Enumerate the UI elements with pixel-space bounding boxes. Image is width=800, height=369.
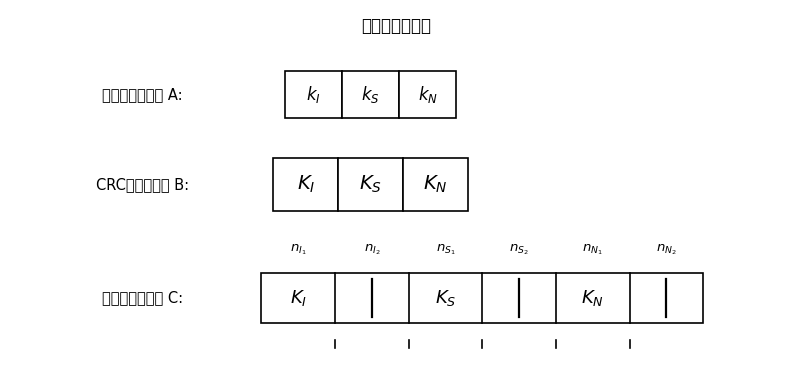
Text: $K_N$: $K_N$: [423, 174, 448, 195]
Text: $K_I$: $K_I$: [297, 174, 315, 195]
Text: 信源编码信息包 A:: 信源编码信息包 A:: [102, 87, 183, 102]
Bar: [403, 158, 468, 211]
Text: 发送端（编码）: 发送端（编码）: [361, 17, 431, 35]
Text: $n_{N_2}$: $n_{N_2}$: [656, 242, 677, 256]
Text: $n_{I_2}$: $n_{I_2}$: [363, 242, 380, 256]
Text: $k_I$: $k_I$: [306, 84, 321, 105]
Text: $n_{S_1}$: $n_{S_1}$: [436, 242, 455, 256]
Text: $K_S$: $K_S$: [359, 174, 382, 195]
Text: $K_I$: $K_I$: [290, 288, 307, 308]
Bar: [262, 273, 703, 323]
Text: $k_S$: $k_S$: [362, 84, 380, 105]
Text: $K_N$: $K_N$: [582, 288, 604, 308]
Bar: [338, 158, 403, 211]
Text: CRC编码数据包 B:: CRC编码数据包 B:: [96, 177, 190, 192]
Text: $k_N$: $k_N$: [418, 84, 438, 105]
Bar: [274, 158, 338, 211]
Text: $n_{N_1}$: $n_{N_1}$: [582, 242, 603, 256]
Bar: [286, 71, 342, 118]
Text: $n_{S_2}$: $n_{S_2}$: [510, 242, 529, 256]
Text: $n_{I_1}$: $n_{I_1}$: [290, 242, 306, 256]
Bar: [342, 71, 399, 118]
Text: 信道编码数据包 C:: 信道编码数据包 C:: [102, 291, 183, 306]
Text: $K_S$: $K_S$: [435, 288, 456, 308]
Bar: [399, 71, 456, 118]
